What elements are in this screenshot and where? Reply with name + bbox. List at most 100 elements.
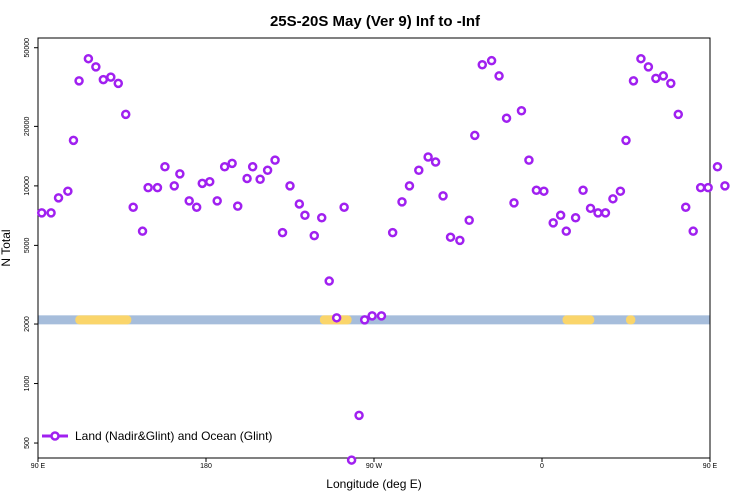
x-tick-label: 90 E (703, 463, 718, 470)
data-point (242, 173, 252, 184)
data-point (621, 135, 631, 146)
data-point (673, 109, 684, 120)
y-tick-label: 2000 (24, 316, 31, 332)
data-point (387, 227, 398, 238)
y-tick-label: 20000 (24, 117, 31, 137)
y-tick-label: 5000 (24, 237, 31, 253)
data-point (300, 210, 310, 221)
legend-label: Land (Nadir&Glint) and Ocean (Glint) (75, 429, 272, 443)
data-point (98, 74, 109, 85)
data-point (184, 196, 194, 206)
data-point (232, 201, 243, 211)
data-point (703, 182, 713, 193)
x-axis-label: Longitude (deg E) (326, 477, 421, 491)
data-point (255, 174, 265, 185)
data-point (636, 53, 646, 64)
legend-marker (50, 431, 60, 441)
x-tick-label: 180 (200, 463, 212, 470)
data-point (628, 76, 639, 86)
data-point (68, 135, 79, 146)
data-point (712, 161, 723, 172)
land-segment (75, 315, 132, 325)
data-point (666, 78, 676, 89)
x-axis: 90 E 180 90 W 0 90 E (31, 458, 718, 470)
x-tick-label: 90 E (31, 463, 46, 470)
data-point (509, 198, 519, 208)
data-point (175, 169, 185, 179)
data-point (191, 202, 202, 212)
data-point (128, 202, 138, 212)
data-point (309, 230, 320, 241)
y-tick-label: 1000 (24, 376, 31, 392)
data-point (555, 210, 566, 221)
data-point (397, 197, 407, 207)
data-point (53, 193, 64, 203)
data-point (524, 155, 534, 165)
data-point (106, 72, 116, 82)
data-point (339, 202, 349, 212)
data-point (531, 185, 542, 196)
data-point (548, 218, 558, 228)
land-segment (562, 315, 595, 325)
y-axis-label: N Total (0, 229, 13, 266)
data-point (152, 182, 163, 193)
data-point (270, 155, 280, 165)
data-point (643, 62, 654, 72)
data-point (593, 208, 603, 218)
data-point (539, 186, 549, 196)
data-point (600, 208, 611, 218)
x-tick-label: 0 (540, 463, 544, 470)
data-point (219, 161, 230, 172)
data-point (578, 185, 588, 196)
data-point (376, 311, 387, 321)
data-point (720, 181, 730, 191)
data-point (570, 212, 581, 223)
data-point (169, 181, 180, 191)
data-point (359, 315, 370, 325)
data-point (36, 208, 47, 218)
data-point (46, 208, 56, 218)
data-point (516, 105, 527, 116)
data-point (695, 182, 706, 193)
y-axis: 500 1000 2000 5000 10000 20000 50000 (24, 38, 38, 449)
data-point (120, 109, 131, 120)
data-point (464, 215, 474, 226)
data-point (324, 276, 334, 286)
data-point (658, 71, 669, 81)
data-point (561, 226, 572, 236)
data-point (455, 235, 465, 246)
data-point (486, 55, 497, 66)
data-point (430, 157, 441, 167)
data-point (470, 130, 480, 141)
data-point (63, 186, 73, 196)
data-series (36, 53, 730, 465)
legend: Land (Nadir&Glint) and Ocean (Glint) (42, 429, 272, 443)
data-point (227, 158, 237, 169)
data-point (494, 71, 504, 81)
data-point (113, 78, 124, 89)
x-tick-label: 90 W (366, 463, 383, 470)
data-point (160, 161, 170, 172)
data-point (91, 62, 101, 72)
data-point (331, 313, 342, 323)
plot-frame (37, 37, 711, 459)
data-point (354, 410, 364, 421)
y-tick-label: 10000 (24, 176, 31, 196)
data-point (83, 53, 94, 64)
data-point (277, 227, 288, 238)
data-point (285, 181, 295, 191)
data-point (501, 113, 512, 123)
data-point (438, 191, 448, 201)
data-point (74, 76, 84, 86)
data-point (680, 202, 691, 212)
data-point (294, 199, 305, 209)
data-point (414, 165, 424, 175)
data-point (137, 226, 148, 236)
y-tick-label: 500 (24, 437, 31, 449)
data-point (346, 455, 357, 465)
data-point (445, 232, 456, 242)
y-tick-label: 50000 (24, 38, 31, 58)
data-point (585, 203, 596, 214)
data-point (608, 194, 618, 204)
